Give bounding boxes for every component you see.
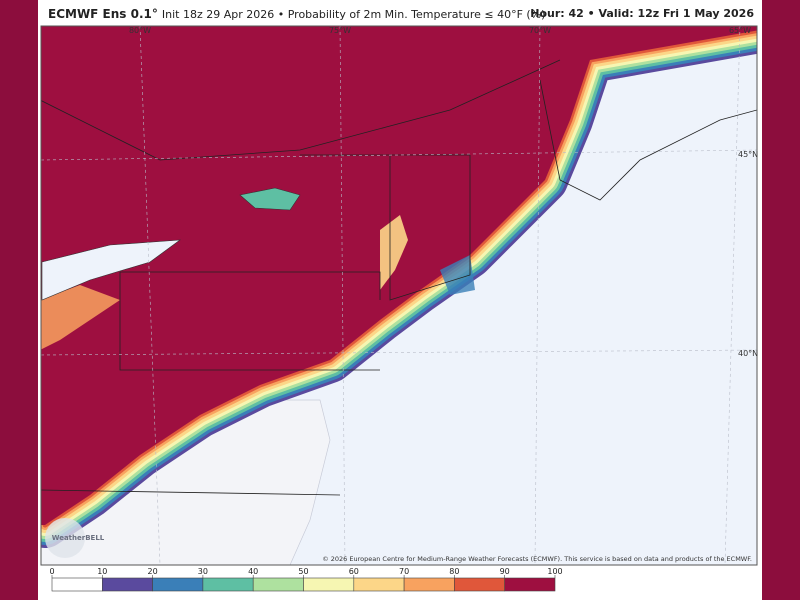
valid-time: Hour: 42 • Valid: 12z Fri 1 May 2026 (530, 7, 754, 20)
lon-label: 65°W (729, 26, 751, 35)
lat-label: 45°N (738, 150, 758, 159)
colorbar-bin (403, 577, 455, 592)
connecticut-band (440, 255, 475, 295)
lon-label: 80°W (129, 26, 151, 35)
colorbar-tick-label: 70 (399, 567, 409, 576)
colorbar-bin (303, 577, 355, 592)
colorbar-tick-label: 0 (49, 567, 54, 576)
colorbar-bin (202, 577, 254, 592)
logo: WeatherBELL (52, 534, 105, 542)
map-frame (40, 25, 758, 566)
colorbar-tick-label: 30 (198, 567, 208, 576)
colorbar-bin (51, 577, 103, 592)
copyright: © 2026 European Centre for Medium-Range … (322, 555, 752, 563)
map-body (41, 26, 757, 565)
lon-label: 75°W (329, 26, 351, 35)
colorbar-bin (504, 577, 556, 592)
colorbar-tick-label: 50 (298, 567, 308, 576)
logo-circle (45, 518, 85, 558)
lon-label: 70°W (529, 26, 551, 35)
lake-erie-band (41, 285, 120, 350)
model-name: ECMWF Ens 0.1° (48, 7, 158, 21)
colorbar-tick-label: 100 (547, 567, 562, 576)
high-probability-area (41, 26, 757, 525)
colorbar-bin (353, 577, 405, 592)
colorbar-tick-label: 60 (349, 567, 359, 576)
lat-label: 40°N (738, 349, 758, 358)
colorbar-tick-label: 20 (148, 567, 158, 576)
colorbar-tick-label: 40 (248, 567, 258, 576)
colorbar-bin (454, 577, 505, 592)
lake-ontario (239, 187, 301, 211)
colorbar-tick-label: 80 (449, 567, 459, 576)
lake-erie (41, 239, 182, 301)
header-left: ECMWF Ens 0.1° Init 18z 29 Apr 2026 • Pro… (48, 7, 545, 21)
graticule-labels: 80°W 75°W 70°W 65°W 45°N 40°N (129, 26, 758, 358)
colorbar-bin (102, 577, 153, 592)
colorbar-bin (152, 577, 204, 592)
colorbar-tick-label: 10 (97, 567, 107, 576)
graticule (41, 26, 757, 565)
subtitle: Init 18z 29 Apr 2026 • Probability of 2m… (161, 8, 546, 21)
hudson-band (380, 215, 408, 290)
colorbar: 0 10 20 30 40 50 60 70 80 90 100 (49, 567, 563, 592)
colorbar-tick-label: 90 (500, 567, 510, 576)
colorbar-bin (252, 577, 304, 592)
